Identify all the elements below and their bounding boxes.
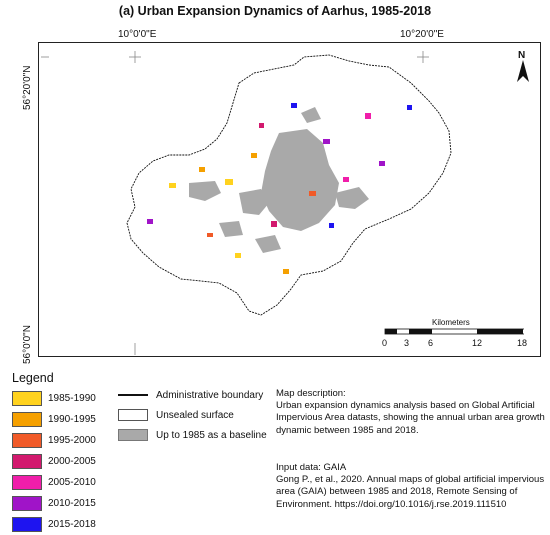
legend-label: Unsealed surface	[156, 409, 234, 421]
legend-swatch	[12, 496, 42, 511]
map-title: (a) Urban Expansion Dynamics of Aarhus, …	[118, 4, 432, 18]
map-frame	[38, 42, 541, 357]
legend-item: 2015-2018	[12, 514, 96, 535]
legend-swatch	[12, 391, 42, 406]
legend-swatch	[12, 517, 42, 532]
legend-item: 2005-2010	[12, 472, 96, 493]
lat-label-top: 56°20'0"N	[22, 65, 33, 111]
scale-tick: 0	[382, 338, 388, 348]
legend-swatch	[12, 454, 42, 469]
legend-label: 1985-1990	[48, 393, 96, 404]
legend-label: 2010-2015	[48, 498, 96, 509]
scale-tick: 6	[428, 338, 434, 348]
input-data-heading: Input data: GAIA	[276, 462, 347, 473]
legend-item: 1995-2000	[12, 430, 96, 451]
unsealed-swatch	[118, 409, 148, 421]
legend-item: 2010-2015	[12, 493, 96, 514]
description-text: Urban expansion dynamics analysis based …	[276, 400, 545, 436]
north-arrow-icon	[517, 60, 529, 82]
legend-label: 2005-2010	[48, 477, 96, 488]
graticule-markers	[41, 51, 429, 355]
legend-periods: 1985-1990 1990-1995 1995-2000 2000-2005 …	[12, 388, 96, 535]
legend-item-boundary: Administrative boundary	[118, 385, 267, 405]
legend-swatch	[12, 433, 42, 448]
boundary-swatch	[118, 394, 148, 396]
baseline-swatch	[118, 429, 148, 441]
baseline-urban-area	[189, 107, 369, 253]
description-heading: Map description:	[276, 388, 346, 399]
input-data-citation: Gong P., et al., 2020. Annual maps of gl…	[276, 474, 545, 510]
scale-tick: 3	[404, 338, 410, 348]
legend-swatch	[12, 475, 42, 490]
legend-swatch	[12, 412, 42, 427]
legend-title: Legend	[12, 371, 54, 385]
legend-item: 1985-1990	[12, 388, 96, 409]
map-canvas	[41, 51, 452, 355]
legend-label: Up to 1985 as a baseline	[156, 429, 267, 441]
legend-label: 1995-2000	[48, 435, 96, 446]
lon-label-left: 10°0'0"E	[118, 29, 157, 40]
legend-label: 2015-2018	[48, 519, 96, 530]
input-data: Input data: GAIA Gong P., et al., 2020. …	[276, 462, 546, 511]
lat-label-bottom: 56°0'0"N	[22, 325, 33, 364]
legend-item: 2000-2005	[12, 451, 96, 472]
legend-item-baseline: Up to 1985 as a baseline	[118, 425, 267, 445]
legend-label: 1990-1995	[48, 414, 96, 425]
scale-tick: 12	[472, 338, 483, 348]
legend-label: Administrative boundary	[156, 389, 264, 401]
legend-others: Administrative boundary Unsealed surface…	[118, 385, 267, 445]
map-description: Map description: Urban expansion dynamic…	[276, 388, 546, 437]
legend-item: 1990-1995	[12, 409, 96, 430]
scale-title: Kilometers	[432, 318, 470, 327]
legend-label: 2000-2005	[48, 456, 96, 467]
legend-item-unsealed: Unsealed surface	[118, 405, 267, 425]
scale-bar	[384, 328, 524, 335]
lon-label-right: 10°20'0"E	[400, 29, 444, 40]
scale-tick: 18	[517, 338, 528, 348]
expansion-patches	[147, 103, 412, 274]
north-label: N	[518, 50, 526, 61]
